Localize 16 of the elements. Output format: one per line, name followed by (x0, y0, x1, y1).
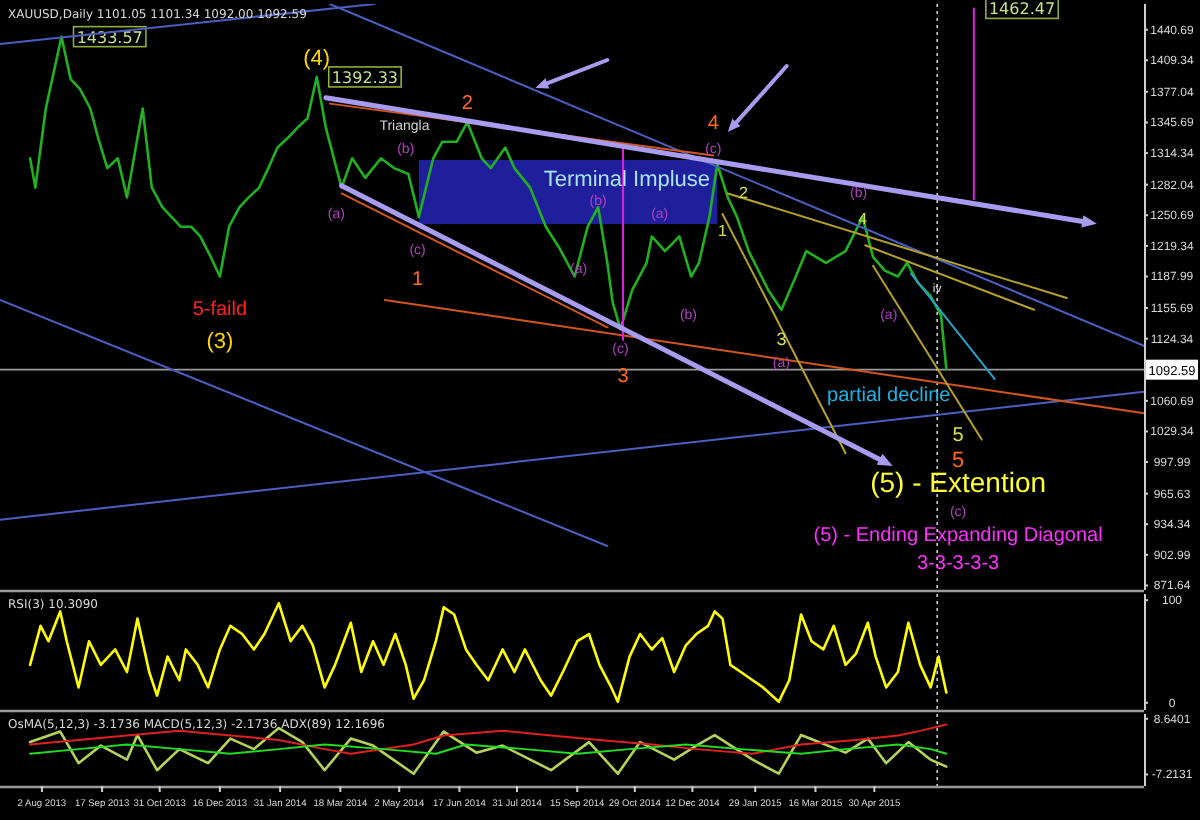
annotation: 3 (617, 366, 630, 389)
annotation: 2 (461, 92, 474, 115)
data-label: 1433.57 (76, 28, 143, 47)
data-label: 1392.33 (331, 68, 399, 87)
annotation: 3 (776, 328, 787, 349)
annotation: 4 (707, 113, 720, 136)
annotation: partial decline (827, 384, 952, 407)
annotation: (4) (303, 47, 331, 72)
annotation: 5 (952, 424, 965, 447)
data-label: 1462.47 (988, 0, 1056, 19)
annotation: (3) (206, 329, 234, 354)
annotation: 5-faild (192, 298, 248, 321)
annotation: 1 (411, 268, 424, 291)
annotation: 3-3-3-3-3 (916, 552, 1001, 575)
annotation: 1 (718, 221, 729, 240)
annotation: (5) - Ending Expanding Diagonal (813, 524, 1103, 547)
